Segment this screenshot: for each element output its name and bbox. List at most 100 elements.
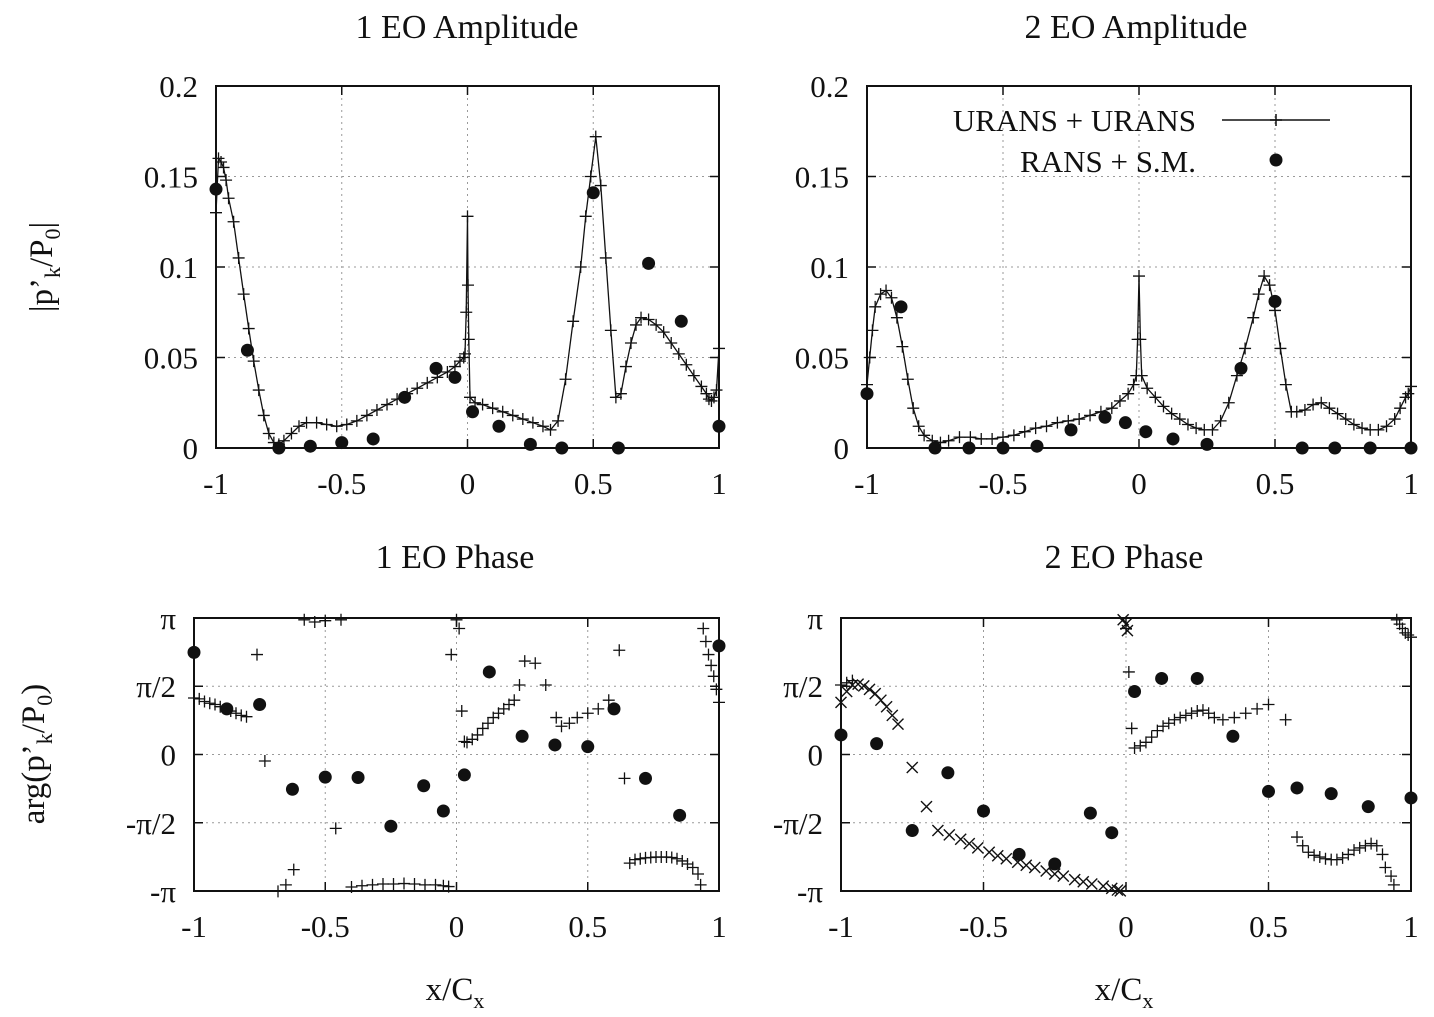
dot-marker bbox=[1118, 416, 1132, 430]
x-tick-label: 0.5 bbox=[568, 909, 607, 944]
y-tick-label: π/2 bbox=[136, 669, 176, 704]
plus-marker bbox=[705, 659, 718, 672]
series-line-plus bbox=[861, 270, 1417, 449]
plus-marker bbox=[1139, 736, 1152, 749]
plus-marker bbox=[217, 161, 230, 174]
dot-marker bbox=[977, 804, 990, 818]
plus-marker bbox=[642, 313, 655, 326]
plus-marker bbox=[1073, 413, 1086, 426]
cross-marker bbox=[1068, 873, 1081, 886]
panel-1eo-amplitude: 1 EO Amplitude 0 0.05 0.1 0.15 0.2 -1 -0.5 0 0.… bbox=[144, 9, 727, 501]
legend: URANS + URANS RANS + S.M. bbox=[953, 103, 1330, 179]
plus-marker bbox=[300, 416, 313, 429]
plus-marker bbox=[1125, 722, 1138, 735]
dot-marker bbox=[1083, 806, 1097, 820]
plot-area bbox=[834, 613, 1418, 897]
plus-marker bbox=[1302, 846, 1315, 859]
plus-marker bbox=[1298, 403, 1311, 416]
y-tick-label: 0.15 bbox=[144, 160, 198, 195]
plus-marker bbox=[279, 878, 292, 891]
plus-marker bbox=[1339, 413, 1352, 426]
cross-marker bbox=[1077, 875, 1090, 888]
plus-marker bbox=[665, 851, 678, 864]
plus-marker bbox=[232, 251, 245, 264]
y-tick-label: 0.2 bbox=[810, 69, 849, 104]
plus-marker bbox=[320, 418, 333, 431]
plus-marker bbox=[298, 613, 311, 626]
legend-label-urans: URANS + URANS bbox=[953, 103, 1196, 138]
plus-marker bbox=[193, 692, 206, 705]
plus-marker bbox=[613, 644, 626, 657]
cross-marker bbox=[1057, 870, 1070, 883]
plus-marker bbox=[1141, 382, 1154, 395]
y-tick-label: 0.1 bbox=[159, 250, 198, 285]
plus-marker bbox=[1122, 665, 1135, 678]
plus-marker bbox=[579, 210, 592, 223]
plus-marker bbox=[1262, 698, 1275, 711]
plus-marker bbox=[707, 391, 720, 404]
y-tick-label: 0.1 bbox=[810, 250, 849, 285]
plus-marker bbox=[461, 210, 474, 223]
plus-marker bbox=[506, 409, 519, 422]
y-tick-label: π bbox=[807, 601, 823, 636]
plus-marker bbox=[599, 251, 612, 264]
plus-marker bbox=[329, 822, 342, 835]
dot-marker bbox=[457, 768, 471, 782]
plus-marker bbox=[411, 382, 424, 395]
plus-marker bbox=[618, 772, 631, 785]
dot-marker bbox=[607, 702, 621, 716]
x-tick-label: -1 bbox=[181, 909, 207, 944]
plus-marker bbox=[486, 402, 499, 415]
plus-marker bbox=[1330, 853, 1343, 866]
plus-marker bbox=[624, 337, 637, 350]
dot-marker bbox=[1155, 671, 1169, 685]
dot-marker bbox=[548, 738, 562, 752]
cross-marker bbox=[963, 837, 976, 850]
dot-marker bbox=[1190, 671, 1204, 685]
dot-marker bbox=[581, 740, 595, 754]
plus-marker bbox=[1173, 413, 1186, 426]
panel-1eo-phase: 1 EO Phase -π -π/2 0 π/2 π -1 -0.5 0 0.5 1 bbox=[126, 539, 727, 944]
plus-marker bbox=[461, 736, 473, 749]
plus-marker bbox=[455, 705, 468, 718]
plus-marker bbox=[890, 311, 903, 324]
plus-marker bbox=[356, 879, 368, 892]
plus-marker bbox=[1157, 400, 1170, 413]
x-tick-label: -1 bbox=[828, 909, 854, 944]
plus-marker bbox=[366, 878, 379, 891]
plus-marker bbox=[687, 369, 700, 382]
cross-marker bbox=[1121, 624, 1134, 637]
plus-marker bbox=[584, 170, 597, 183]
cross-marker bbox=[943, 828, 956, 841]
axes-frame bbox=[215, 85, 720, 449]
plus-marker bbox=[1372, 423, 1385, 436]
y-tick-label: 0.2 bbox=[159, 69, 198, 104]
plus-marker bbox=[1239, 707, 1252, 720]
dot-marker bbox=[1290, 781, 1304, 795]
plus-marker bbox=[1353, 841, 1366, 854]
plus-marker bbox=[1134, 333, 1147, 346]
dot-marker bbox=[586, 186, 600, 200]
cross-marker bbox=[857, 679, 870, 692]
plus-marker bbox=[262, 427, 275, 440]
cross-marker bbox=[1028, 861, 1041, 874]
dot-marker bbox=[492, 419, 506, 433]
plus-marker bbox=[694, 878, 707, 891]
plus-marker bbox=[623, 857, 636, 870]
plus-marker bbox=[552, 414, 565, 427]
plus-marker bbox=[1214, 414, 1227, 427]
panel-title: 1 EO Amplitude bbox=[356, 9, 579, 46]
cross-marker bbox=[1085, 877, 1098, 890]
plus-marker bbox=[476, 722, 489, 735]
dot-marker bbox=[639, 771, 652, 785]
plus-marker bbox=[1347, 418, 1360, 431]
plus-marker bbox=[1252, 288, 1265, 301]
dot-marker bbox=[905, 824, 919, 838]
plus-marker bbox=[1228, 711, 1241, 724]
plus-marker bbox=[986, 432, 999, 445]
y-tick-label: 0.05 bbox=[144, 341, 198, 376]
plus-marker bbox=[710, 683, 723, 696]
plus-marker bbox=[496, 405, 509, 418]
plus-marker bbox=[1387, 878, 1400, 891]
